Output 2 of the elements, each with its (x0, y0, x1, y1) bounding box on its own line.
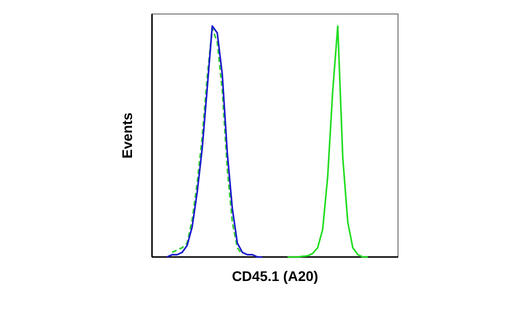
y-axis-title: Events (119, 112, 135, 158)
x-axis-title: CD45.1 (A20) (232, 268, 318, 284)
